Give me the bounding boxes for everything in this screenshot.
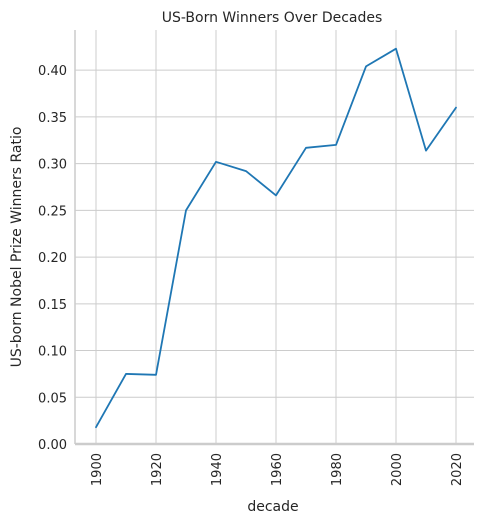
y-axis-label: US-born Nobel Prize Winners Ratio — [9, 127, 25, 368]
x-tick-label: 1940 — [210, 453, 225, 486]
grid-lines — [75, 30, 474, 444]
y-tick-label: 0.30 — [38, 158, 67, 173]
y-tick-label: 0.35 — [38, 111, 67, 126]
y-tick-label: 0.25 — [38, 204, 67, 219]
axes — [75, 30, 474, 444]
y-tick-label: 0.05 — [38, 391, 67, 406]
x-tick-label: 1980 — [330, 453, 345, 486]
y-tick-label: 0.15 — [38, 298, 67, 313]
tick-labels: 0.00 0.05 0.10 0.15 0.20 0.25 0.30 0.35 0.40 1900… — [38, 64, 465, 486]
x-tick-label: 1900 — [90, 453, 105, 486]
y-tick-label: 0.20 — [38, 251, 67, 266]
y-tick-label: 0.00 — [38, 438, 67, 453]
x-tick-label: 1920 — [150, 453, 165, 486]
y-tick-label: 0.10 — [38, 345, 67, 360]
y-tick-label: 0.40 — [38, 64, 67, 79]
x-tick-label: 2020 — [450, 453, 465, 486]
x-tick-label: 2000 — [390, 453, 405, 486]
chart-title: US-Born Winners Over Decades — [162, 10, 383, 26]
x-tick-label: 1960 — [270, 453, 285, 486]
x-axis-label: decade — [247, 499, 298, 515]
